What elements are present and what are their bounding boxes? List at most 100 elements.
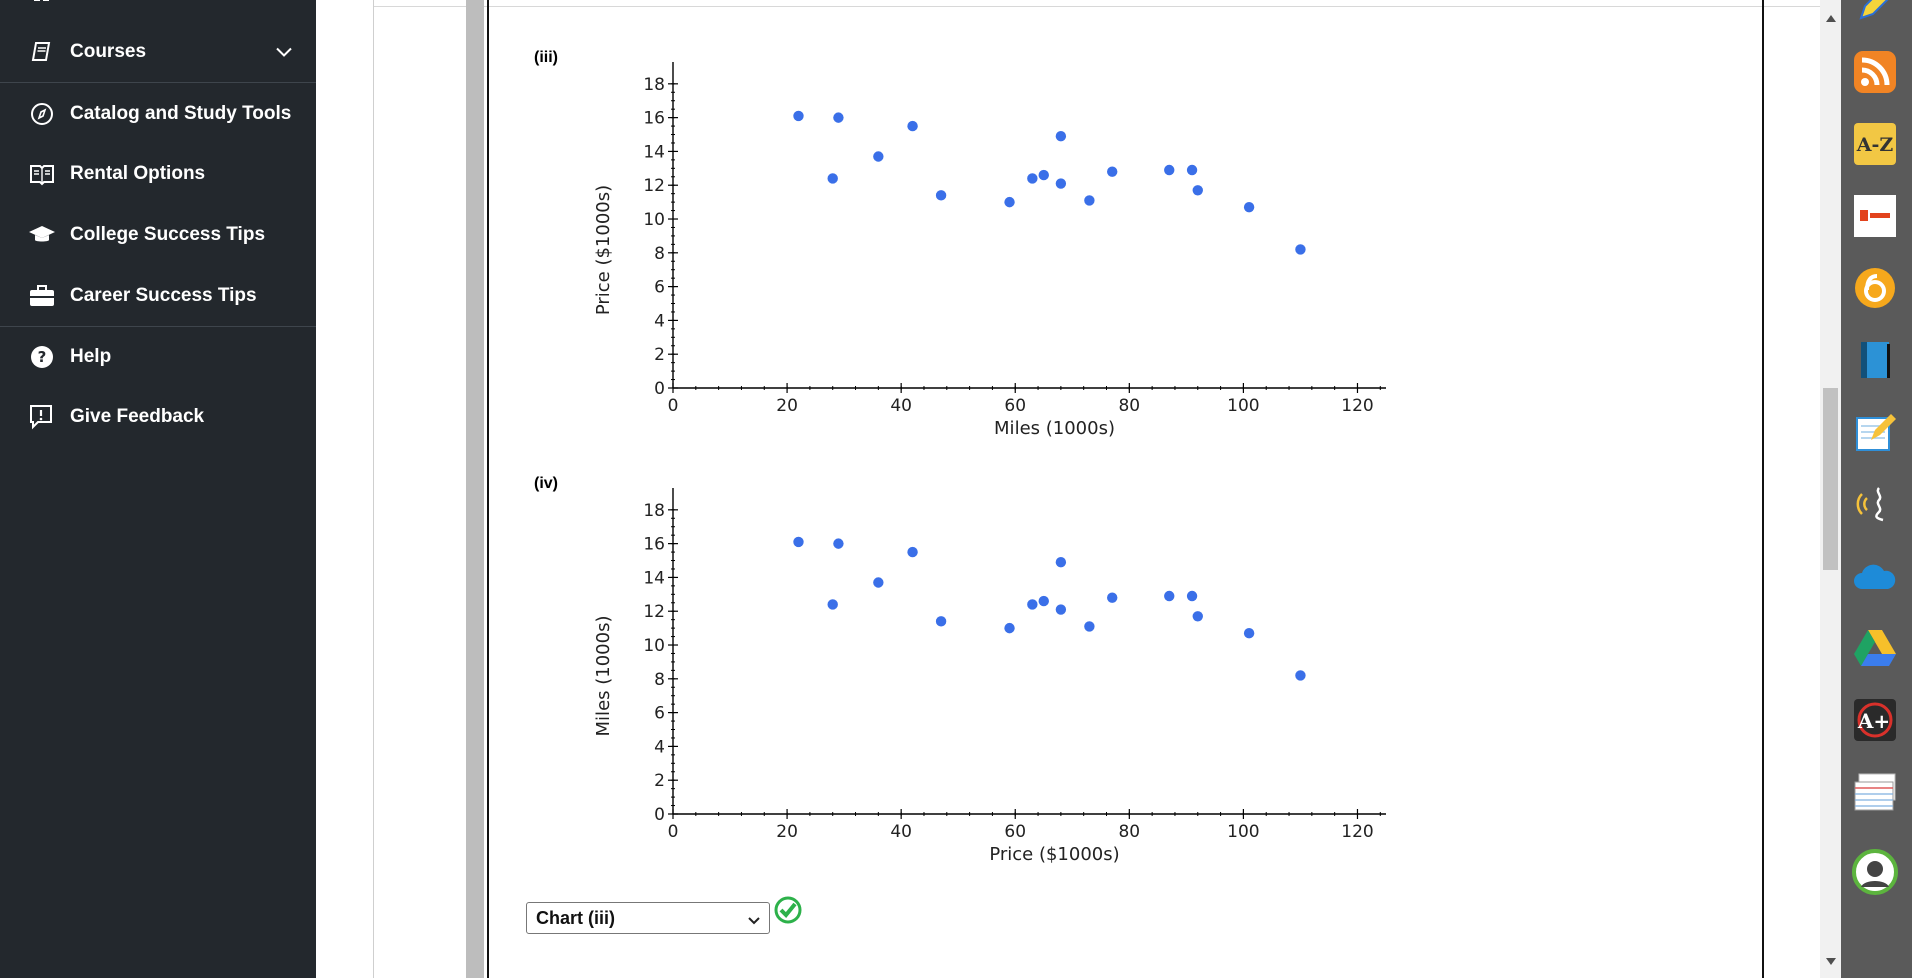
- data-point: [907, 546, 918, 558]
- sidebar-item-catalog[interactable]: Catalog and Study Tools: [0, 86, 316, 142]
- blue-book-icon[interactable]: [1851, 336, 1899, 384]
- correct-check-icon: [774, 896, 802, 928]
- pencil-icon[interactable]: [1851, 0, 1899, 28]
- chart-label-iv: (iv): [534, 475, 558, 492]
- data-point: [1038, 595, 1049, 607]
- chart-label-iii: (iii): [534, 49, 558, 66]
- y-tick-label: 2: [654, 345, 665, 365]
- sidebar-item-label: Rental Options: [70, 163, 206, 184]
- data-point: [1164, 590, 1175, 602]
- divider: [0, 326, 316, 327]
- sidebar-item-label: Catalog and Study Tools: [70, 103, 292, 124]
- data-point: [833, 538, 844, 549]
- x-tick-label: 80: [1118, 822, 1140, 842]
- circle-6-icon[interactable]: [1851, 264, 1899, 312]
- x-tick-label: 40: [890, 396, 912, 416]
- svg-text:A-Z: A-Z: [1856, 134, 1894, 156]
- rss-icon[interactable]: [1851, 48, 1899, 96]
- y-tick-label: 18: [643, 75, 665, 95]
- notecards-icon[interactable]: [1851, 768, 1899, 816]
- data-point: [1186, 590, 1198, 602]
- y-tick-label: 2: [654, 771, 665, 791]
- book-icon: [22, 40, 62, 64]
- question-frame-bar: [466, 0, 484, 978]
- content-margin: [316, 0, 374, 978]
- y-tick-label: 8: [654, 244, 665, 264]
- chevron-down-icon[interactable]: [276, 43, 292, 62]
- x-axis-label: Miles (1000s): [994, 418, 1115, 439]
- data-point: [1055, 131, 1067, 142]
- notepad-pencil-icon[interactable]: [1851, 408, 1899, 456]
- sidebar-item-label: Courses: [70, 41, 147, 62]
- svg-text:A+: A+: [1857, 709, 1890, 733]
- sidebar-item-label: College Success Tips: [70, 224, 266, 245]
- sidebar-item-help[interactable]: ? Help: [0, 329, 316, 385]
- y-tick-label: 8: [654, 670, 665, 690]
- y-axis-label: Miles (1000s): [593, 616, 614, 737]
- app-dock: A-Z A+: [1841, 0, 1912, 978]
- x-tick-label: 100: [1227, 396, 1259, 416]
- data-point: [1038, 169, 1049, 181]
- data-point: [1084, 195, 1095, 206]
- graduation-cap-icon: [22, 224, 62, 246]
- y-tick-label: 0: [654, 379, 665, 399]
- y-tick-label: 12: [643, 602, 665, 622]
- sidebar-item-career-tips[interactable]: Career Success Tips: [0, 268, 316, 324]
- svg-text:?: ?: [38, 348, 47, 366]
- x-tick-label: 40: [890, 822, 912, 842]
- scroll-up-arrow-icon[interactable]: [1820, 8, 1841, 28]
- grid-icon: [22, 0, 62, 3]
- feedback-icon: [22, 404, 62, 430]
- divider: [0, 82, 316, 83]
- y-tick-label: 10: [643, 210, 665, 230]
- a-z-icon[interactable]: A-Z: [1851, 120, 1899, 168]
- data-point: [1107, 166, 1118, 177]
- voice-icon[interactable]: [1851, 480, 1899, 528]
- sidebar: Courses Catalog and Study Tools Rental O…: [0, 0, 316, 978]
- y-tick-label: 18: [643, 501, 665, 521]
- data-point: [833, 112, 844, 123]
- x-tick-label: 60: [1004, 396, 1026, 416]
- vertical-scrollbar[interactable]: [1820, 0, 1841, 978]
- data-point: [1243, 201, 1255, 213]
- x-tick-label: 0: [668, 822, 679, 842]
- x-tick-label: 80: [1118, 396, 1140, 416]
- x-tick-label: 120: [1341, 822, 1373, 842]
- answer-dropdown[interactable]: Chart (iii): [526, 902, 770, 934]
- data-point: [827, 599, 838, 610]
- data-point: [1164, 164, 1175, 176]
- scroll-down-arrow-icon[interactable]: [1820, 952, 1841, 972]
- sidebar-item-top-partial[interactable]: [0, 0, 316, 12]
- y-tick-label: 14: [643, 568, 665, 588]
- data-point: [935, 616, 947, 627]
- avatar-icon[interactable]: [1851, 848, 1899, 896]
- sidebar-item-courses[interactable]: Courses: [0, 24, 316, 80]
- y-axis-label: Price ($1000s): [593, 185, 614, 315]
- drive-icon[interactable]: [1851, 624, 1899, 672]
- x-tick-label: 20: [776, 396, 798, 416]
- scrollbar-thumb[interactable]: [1823, 388, 1838, 570]
- y-tick-label: 6: [654, 278, 665, 298]
- sidebar-item-rental[interactable]: Rental Options: [0, 146, 316, 202]
- data-point: [1243, 627, 1255, 639]
- x-axis-label: Price ($1000s): [989, 844, 1119, 865]
- divider: [374, 6, 1840, 7]
- office-icon[interactable]: [1851, 192, 1899, 240]
- y-tick-label: 12: [643, 176, 665, 196]
- data-point: [1186, 164, 1198, 176]
- y-tick-label: 14: [643, 142, 665, 162]
- y-tick-label: 16: [643, 109, 665, 129]
- data-point: [1004, 622, 1015, 634]
- data-point: [1027, 173, 1038, 184]
- sidebar-item-college-tips[interactable]: College Success Tips: [0, 207, 316, 263]
- cloud-icon[interactable]: [1851, 552, 1899, 600]
- sidebar-item-feedback[interactable]: Give Feedback: [0, 389, 316, 445]
- a-plus-icon[interactable]: A+: [1851, 696, 1899, 744]
- answer-dropdown-value: Chart (iii): [536, 907, 615, 928]
- data-point: [907, 120, 918, 132]
- data-point: [935, 190, 947, 201]
- briefcase-icon: [22, 285, 62, 307]
- data-point: [1055, 604, 1067, 615]
